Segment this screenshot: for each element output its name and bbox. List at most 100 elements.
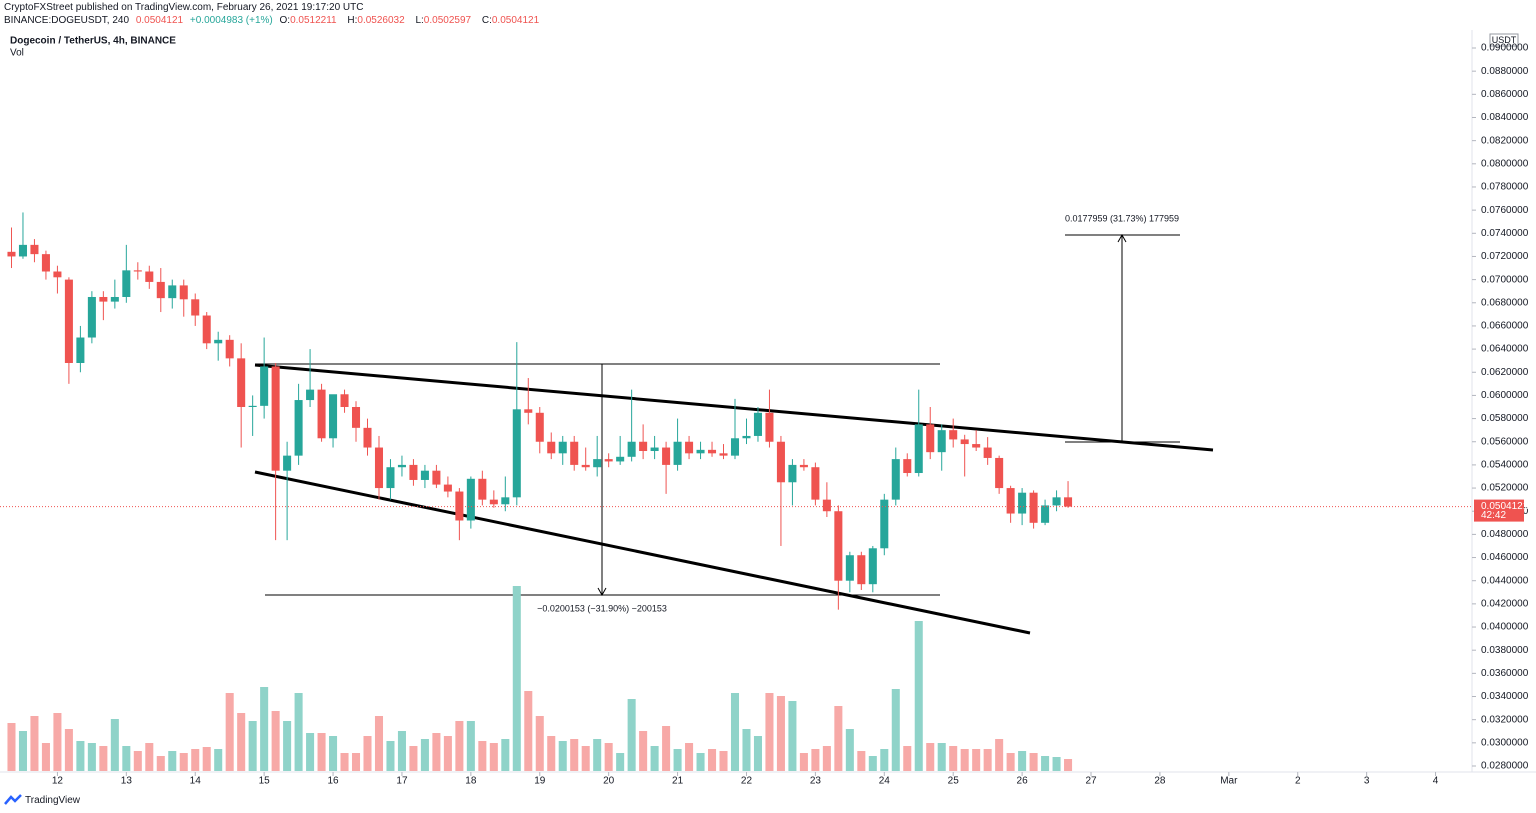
candle-body bbox=[420, 470, 429, 480]
candle-body bbox=[110, 296, 119, 302]
x-tick-label: 4 bbox=[1433, 776, 1439, 787]
volume-bar bbox=[662, 726, 671, 771]
x-tick-label: 17 bbox=[396, 776, 408, 787]
y-tick-label: 0.0620000 bbox=[1481, 367, 1529, 378]
volume-bar bbox=[76, 741, 85, 771]
volume-bar bbox=[7, 723, 16, 771]
volume-bar bbox=[1041, 756, 1050, 771]
candle-body bbox=[1052, 497, 1061, 506]
y-tick-label: 0.0740000 bbox=[1481, 228, 1529, 239]
ohlc-h: H:0.0526032 bbox=[347, 15, 408, 26]
candle-body bbox=[191, 299, 200, 316]
candle-body bbox=[351, 407, 361, 428]
drawings bbox=[254, 233, 1214, 635]
volume-bar bbox=[822, 746, 831, 771]
candle-body bbox=[374, 447, 384, 489]
candle-body bbox=[535, 412, 544, 442]
candle-body bbox=[685, 441, 694, 454]
volume-label: Vol bbox=[10, 48, 24, 59]
volume-bar bbox=[960, 749, 969, 771]
y-tick-label: 0.0840000 bbox=[1481, 112, 1529, 123]
volume-bar bbox=[179, 753, 188, 771]
y-tick-label: 0.0460000 bbox=[1481, 552, 1529, 563]
annotation: −0.0200153 (−31.90%) −200153 bbox=[537, 603, 667, 613]
candle-body bbox=[1041, 505, 1050, 523]
candle-body bbox=[18, 244, 27, 257]
candle-body bbox=[306, 389, 315, 401]
y-tick-label: 0.0560000 bbox=[1481, 436, 1529, 447]
candle-body bbox=[616, 456, 625, 462]
candle-body bbox=[294, 400, 303, 456]
candle-body bbox=[489, 499, 498, 505]
y-tick-label: 0.0300000 bbox=[1481, 737, 1529, 748]
volume-bar bbox=[478, 741, 487, 771]
x-tick-label: 19 bbox=[534, 776, 546, 787]
candle-body bbox=[1018, 492, 1027, 514]
x-tick-label: 22 bbox=[741, 776, 753, 787]
x-tick-label: 28 bbox=[1154, 776, 1166, 787]
volume-bar bbox=[145, 743, 154, 771]
volume-bar bbox=[558, 741, 567, 771]
candle-body bbox=[409, 464, 418, 480]
volume-bar bbox=[708, 749, 717, 771]
candle-body bbox=[478, 478, 487, 500]
volume-bar bbox=[329, 736, 338, 771]
volume-bar bbox=[914, 621, 923, 771]
x-tick-label: 26 bbox=[1017, 776, 1029, 787]
candle-body bbox=[7, 251, 16, 257]
arrow-head bbox=[1117, 233, 1127, 243]
ohlc-value: 0.0512211 bbox=[290, 15, 337, 26]
volume-bar bbox=[765, 693, 774, 771]
x-tick-label: 15 bbox=[259, 776, 271, 787]
candle-body bbox=[650, 447, 659, 452]
candle-body bbox=[627, 441, 636, 457]
candle-body bbox=[64, 279, 73, 363]
candle-body bbox=[972, 444, 981, 448]
volume-bar bbox=[122, 746, 131, 771]
candle-body bbox=[501, 497, 510, 505]
y-tick-label: 0.0520000 bbox=[1481, 483, 1529, 494]
volume-bar bbox=[880, 749, 889, 771]
candle-body bbox=[845, 555, 854, 581]
candle-body bbox=[248, 405, 257, 407]
trendline-lower bbox=[254, 470, 1031, 635]
volume-bar bbox=[214, 749, 223, 771]
candle-layer bbox=[7, 212, 1073, 610]
y-tick-label: 0.0820000 bbox=[1481, 135, 1529, 146]
volume-bar bbox=[386, 741, 395, 771]
candle-body bbox=[225, 339, 234, 359]
volume-bar bbox=[627, 699, 636, 771]
x-tick-label: Mar bbox=[1220, 776, 1238, 787]
x-tick-label: 13 bbox=[121, 776, 133, 787]
volume-bar bbox=[248, 721, 257, 771]
volume-bar bbox=[742, 729, 751, 771]
x-tick-label: 23 bbox=[810, 776, 822, 787]
volume-bar bbox=[788, 701, 797, 771]
volume-bar bbox=[685, 743, 694, 771]
candle-body bbox=[742, 435, 751, 439]
publish-line: CryptoFXStreet published on TradingView.… bbox=[4, 2, 367, 13]
volume-bar bbox=[202, 747, 211, 771]
volume-bar bbox=[110, 719, 119, 771]
candle-body bbox=[822, 499, 831, 512]
y-tick-label: 0.0420000 bbox=[1481, 599, 1529, 610]
volume-bar bbox=[133, 751, 142, 771]
volume-bar bbox=[983, 749, 992, 771]
volume-bar bbox=[799, 753, 808, 771]
candle-body bbox=[237, 358, 246, 407]
volume-bar bbox=[87, 743, 96, 771]
candle-body bbox=[156, 281, 165, 299]
x-tick-label: 25 bbox=[948, 776, 960, 787]
volume-bar bbox=[834, 706, 843, 771]
volume-bar bbox=[995, 739, 1004, 771]
volume-bar bbox=[99, 746, 108, 771]
volume-bar bbox=[891, 689, 900, 771]
y-tick-label: 0.0800000 bbox=[1481, 158, 1529, 169]
y-tick-label: 0.0720000 bbox=[1481, 251, 1529, 262]
y-tick-label: 0.0540000 bbox=[1481, 460, 1529, 471]
volume-bar bbox=[237, 713, 246, 771]
y-tick-label: 0.0860000 bbox=[1481, 89, 1529, 100]
volume-bar bbox=[191, 749, 200, 771]
y-tick-label: 0.0400000 bbox=[1481, 622, 1529, 633]
